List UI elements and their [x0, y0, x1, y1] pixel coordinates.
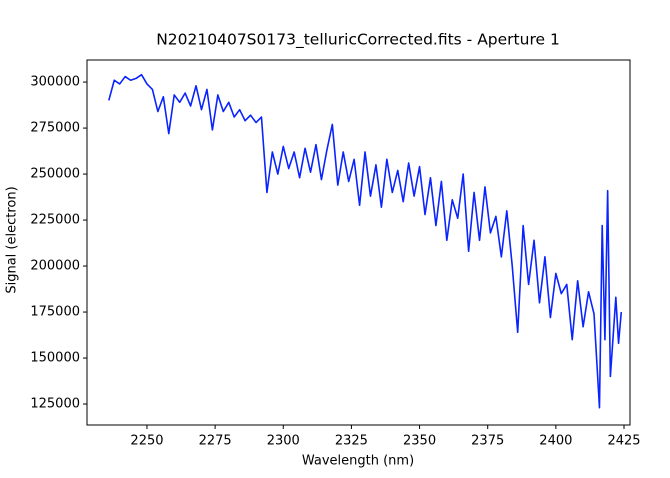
x-axis-label: Wavelength (nm) — [302, 454, 414, 469]
y-tick-label: 125000 — [30, 397, 80, 412]
y-tick-label: 200000 — [30, 259, 80, 274]
y-tick-label: 175000 — [30, 305, 80, 320]
x-tick-label: 2350 — [403, 434, 436, 449]
x-tick-label: 2275 — [199, 434, 232, 449]
x-tick-label: 2250 — [130, 434, 163, 449]
spectrum-line — [108, 73, 623, 409]
x-tick-label: 2375 — [471, 434, 504, 449]
y-tick-label: 300000 — [30, 75, 80, 90]
plot-frame — [86, 59, 631, 426]
x-tick-label: 2325 — [335, 434, 368, 449]
y-axis-label: Signal (electron) — [5, 186, 20, 293]
y-tick-label: 225000 — [30, 213, 80, 228]
y-tick-label: 250000 — [30, 167, 80, 182]
x-tick-label: 2400 — [539, 434, 572, 449]
x-tick-label: 2300 — [267, 434, 300, 449]
y-tick-label: 275000 — [30, 121, 80, 136]
y-tick-label: 150000 — [30, 351, 80, 366]
chart-title: N20210407S0173_telluricCorrected.fits - … — [156, 31, 560, 50]
x-tick-label: 2425 — [607, 434, 640, 449]
